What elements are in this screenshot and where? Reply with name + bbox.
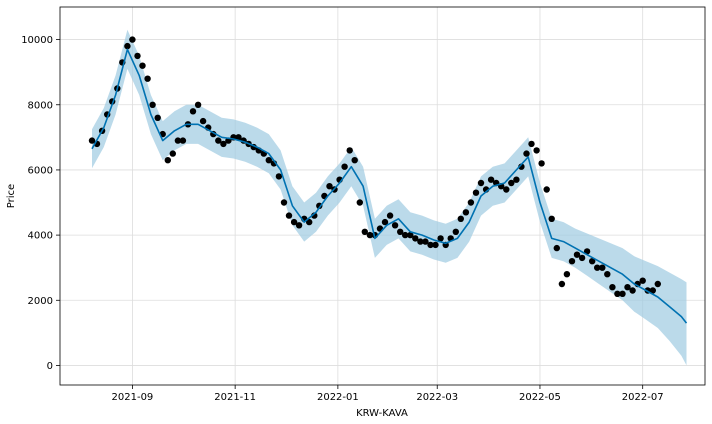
observed-point [463, 209, 469, 215]
x-tick-label: 2022-03 [416, 392, 458, 403]
observed-point [554, 245, 560, 251]
observed-point [629, 287, 635, 293]
observed-point [538, 160, 544, 166]
y-axis-label: Price [6, 184, 17, 208]
y-tick-label: 6000 [28, 165, 53, 176]
observed-point [478, 180, 484, 186]
observed-point [599, 265, 605, 271]
observed-point [569, 258, 575, 264]
observed-point [559, 281, 565, 287]
observed-point [392, 222, 398, 228]
observed-point [579, 255, 585, 261]
x-tick-label: 2022-05 [519, 392, 561, 403]
x-tick-label: 2021-11 [214, 392, 256, 403]
y-tick-label: 8000 [28, 100, 53, 111]
observed-point [549, 216, 555, 222]
observed-point [619, 291, 625, 297]
observed-point [296, 222, 302, 228]
observed-point [124, 43, 130, 49]
observed-point [533, 147, 539, 153]
x-tick-label: 2022-01 [317, 392, 359, 403]
observed-point [281, 199, 287, 205]
observed-point [155, 115, 161, 121]
observed-point [473, 190, 479, 196]
observed-point [640, 278, 646, 284]
x-tick-label: 2021-09 [112, 392, 154, 403]
observed-point [286, 212, 292, 218]
observed-point [139, 62, 145, 68]
y-tick-label: 2000 [28, 296, 53, 307]
observed-point [468, 199, 474, 205]
observed-point [544, 186, 550, 192]
y-tick-label: 4000 [28, 231, 53, 242]
observed-point [170, 150, 176, 156]
observed-point [144, 76, 150, 82]
observed-point [609, 284, 615, 290]
x-axis-label: KRW-KAVA [356, 408, 408, 419]
observed-point [564, 271, 570, 277]
observed-point [276, 173, 282, 179]
observed-point [347, 147, 353, 153]
observed-point [352, 157, 358, 163]
observed-point [200, 118, 206, 124]
observed-point [190, 108, 196, 114]
observed-point [134, 53, 140, 59]
observed-point [528, 141, 534, 147]
observed-point [129, 36, 135, 42]
observed-point [180, 137, 186, 143]
observed-point [195, 102, 201, 108]
observed-point [387, 212, 393, 218]
observed-point [655, 281, 661, 287]
observed-point [165, 157, 171, 163]
observed-point [523, 150, 529, 156]
observed-point [149, 102, 155, 108]
observed-point [453, 229, 459, 235]
observed-point [341, 164, 347, 170]
y-tick-label: 0 [47, 361, 53, 372]
y-tick-label: 10000 [21, 35, 53, 46]
observed-point [604, 271, 610, 277]
observed-point [503, 186, 509, 192]
observed-point [357, 199, 363, 205]
x-tick-label: 2022-07 [622, 392, 664, 403]
observed-point [432, 242, 438, 248]
observed-point [513, 177, 519, 183]
observed-point [458, 216, 464, 222]
